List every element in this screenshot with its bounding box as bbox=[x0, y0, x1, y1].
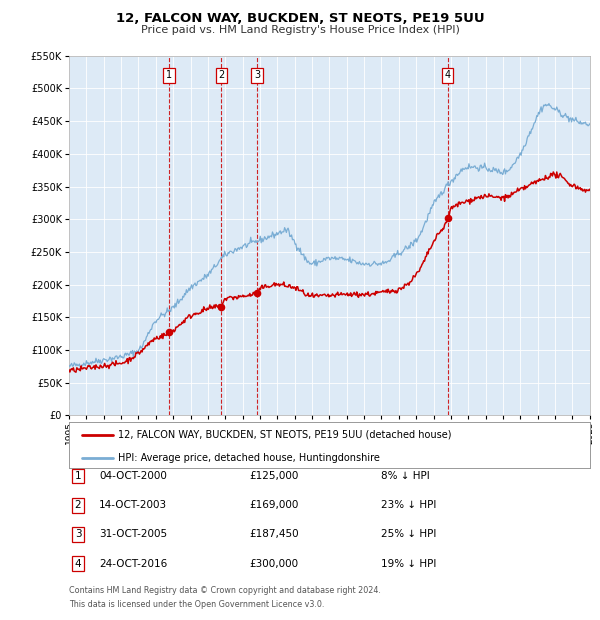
Text: 14-OCT-2003: 14-OCT-2003 bbox=[99, 500, 167, 510]
Text: £300,000: £300,000 bbox=[249, 559, 298, 569]
Text: 4: 4 bbox=[445, 71, 451, 81]
Text: 04-OCT-2000: 04-OCT-2000 bbox=[99, 471, 167, 481]
Text: £169,000: £169,000 bbox=[249, 500, 298, 510]
Text: 4: 4 bbox=[74, 559, 82, 569]
Text: 1: 1 bbox=[166, 71, 172, 81]
Text: HPI: Average price, detached house, Huntingdonshire: HPI: Average price, detached house, Hunt… bbox=[118, 453, 380, 463]
Text: Contains HM Land Registry data © Crown copyright and database right 2024.: Contains HM Land Registry data © Crown c… bbox=[69, 586, 381, 595]
Text: 31-OCT-2005: 31-OCT-2005 bbox=[99, 529, 167, 539]
Text: 8% ↓ HPI: 8% ↓ HPI bbox=[381, 471, 430, 481]
Text: Price paid vs. HM Land Registry's House Price Index (HPI): Price paid vs. HM Land Registry's House … bbox=[140, 25, 460, 35]
Text: £125,000: £125,000 bbox=[249, 471, 298, 481]
Text: 24-OCT-2016: 24-OCT-2016 bbox=[99, 559, 167, 569]
Text: £187,450: £187,450 bbox=[249, 529, 299, 539]
Text: 3: 3 bbox=[74, 529, 82, 539]
Text: 12, FALCON WAY, BUCKDEN, ST NEOTS, PE19 5UU (detached house): 12, FALCON WAY, BUCKDEN, ST NEOTS, PE19 … bbox=[118, 430, 452, 440]
Text: 3: 3 bbox=[254, 71, 260, 81]
Text: 19% ↓ HPI: 19% ↓ HPI bbox=[381, 559, 436, 569]
Text: 23% ↓ HPI: 23% ↓ HPI bbox=[381, 500, 436, 510]
Text: 25% ↓ HPI: 25% ↓ HPI bbox=[381, 529, 436, 539]
Text: 12, FALCON WAY, BUCKDEN, ST NEOTS, PE19 5UU: 12, FALCON WAY, BUCKDEN, ST NEOTS, PE19 … bbox=[116, 12, 484, 25]
Text: 1: 1 bbox=[74, 471, 82, 481]
Text: This data is licensed under the Open Government Licence v3.0.: This data is licensed under the Open Gov… bbox=[69, 600, 325, 609]
Text: 2: 2 bbox=[218, 71, 224, 81]
Text: 2: 2 bbox=[74, 500, 82, 510]
